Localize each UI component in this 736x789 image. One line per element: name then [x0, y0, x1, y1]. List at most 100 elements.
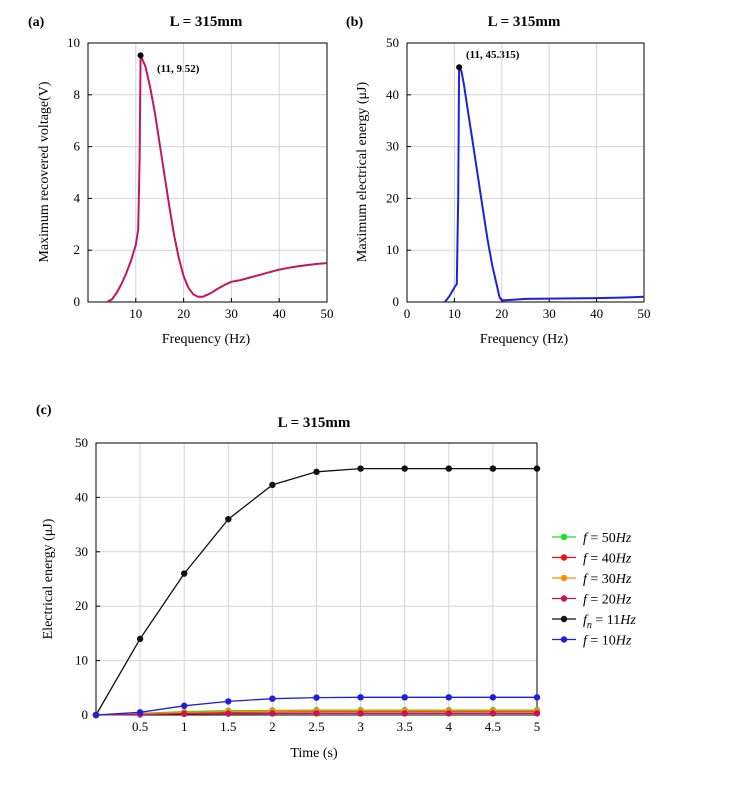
panel-b-energy-line — [444, 66, 645, 303]
panel-c-series-10hz-point-2 — [181, 702, 188, 709]
legend-10hz-unit: Hz — [615, 634, 632, 649]
legend-40hz-value: 40 — [602, 552, 616, 567]
panel-b-x-tick-label-1: 10 — [448, 306, 461, 321]
legend-40hz-label: f = 40Hz — [583, 552, 632, 567]
panel-c-series-10hz-point-9 — [489, 694, 497, 701]
panel-c-x-tick-label-1: 1 — [181, 719, 188, 734]
panel-b-y-tick-label-0: 0 — [393, 294, 400, 309]
panel-a-peak-marker — [137, 52, 144, 59]
legend-11hz-symbol: f — [583, 613, 589, 628]
legend-30hz-symbol: f — [583, 572, 589, 587]
legend-11hz-subscript: n — [587, 620, 592, 631]
panel-c-x-tick-label-6: 3.5 — [397, 719, 413, 734]
panel-c-y-tick-label-0: 0 — [82, 707, 89, 722]
legend-50hz-unit: Hz — [615, 531, 632, 546]
panel-a-y-tick-label-0: 0 — [74, 294, 81, 309]
panel-c-series-10hz-point-6 — [357, 694, 364, 701]
panel-b-y-tick-label-4: 40 — [386, 87, 399, 102]
panel-c-x-tick-label-9: 5 — [534, 719, 541, 734]
panel-c-x-tick-label-0: 0.5 — [132, 719, 148, 734]
panel-c-series-20hz-point-8 — [445, 710, 452, 717]
legend-50hz-label: f = 50Hz — [583, 531, 632, 546]
legend-20hz-symbol: f — [583, 593, 589, 608]
panel-b-xlabel: Frequency (Hz) — [480, 332, 569, 347]
legend-20hz-label: f = 20Hz — [583, 593, 632, 608]
panel-c-series-11hz-point-7 — [401, 465, 408, 472]
panel-b-y-tick-label-2: 20 — [386, 190, 399, 205]
panel-c-series-11hz-point-3 — [225, 515, 232, 523]
legend-10hz-equals: = — [587, 634, 602, 649]
panel-c-title: L = 315mm — [278, 415, 351, 431]
legend-11hz-value: 11 — [607, 613, 620, 628]
panel-c-series-20hz-point-5 — [313, 710, 320, 717]
panel-c-x-tick-label-3: 2 — [269, 719, 276, 734]
panel-c-x-tick-label-5: 3 — [357, 719, 364, 734]
panel-c-series-20hz-point-10 — [533, 710, 541, 717]
panel-c-x-tick-label-4: 2.5 — [308, 719, 324, 734]
panel-c-y-tick-label-3: 30 — [75, 544, 88, 559]
panel-c-series-10hz-point-8 — [445, 694, 452, 701]
panel-c-series-20hz-point-4 — [269, 710, 276, 717]
panel-a-x-tick-label-4: 50 — [321, 306, 334, 321]
panel-c-xlabel: Time (s) — [290, 746, 338, 761]
panel-a-xlabel: Frequency (Hz) — [162, 332, 251, 347]
panel-c-series-10hz-point-10 — [533, 694, 541, 701]
legend-20hz-marker — [560, 595, 568, 602]
panel-b-ylabel: Maximum electrical energy (μJ) — [355, 82, 370, 263]
panel-a-y-tick-label-5: 10 — [67, 35, 80, 50]
panel-c-y-tick-label-4: 40 — [75, 489, 88, 504]
legend-30hz-value: 30 — [602, 572, 616, 587]
panel-b-y-tick-label-3: 30 — [386, 139, 399, 154]
panel-b-plot-frame — [406, 42, 645, 303]
panel-a-x-tick-label-2: 30 — [225, 306, 238, 321]
panel-c-series-20hz-point-9 — [489, 710, 497, 717]
panel-b-x-tick-label-0: 0 — [404, 306, 411, 321]
legend-40hz-symbol: f — [583, 552, 589, 567]
panel-a-peak-annotation: (11, 9.52) — [157, 63, 200, 75]
panel-c-series-11hz-point-2 — [181, 570, 188, 577]
legend-50hz-marker — [560, 533, 568, 541]
panel-c-series-10hz-point-3 — [225, 698, 232, 705]
panel-b-title: L = 315mm — [488, 14, 561, 30]
panel-b-x-tick-label-4: 40 — [590, 306, 603, 321]
panel-c-series-11hz-point-6 — [357, 465, 364, 472]
panel-c-series-20hz-point-6 — [357, 710, 364, 717]
panel-c-series-20hz-point-2 — [181, 710, 188, 718]
legend-11hz-label: fn = 11Hz — [583, 613, 636, 631]
legend-20hz-unit: Hz — [615, 593, 632, 608]
panel-a-title: L = 315mm — [170, 14, 243, 30]
panel-b-peak-annotation: (11, 45.315) — [466, 49, 520, 61]
panel-c-series-10hz-point-1 — [136, 709, 144, 716]
panel-c-series-10hz-point-5 — [313, 694, 320, 701]
panel-c-series-10hz-point-4 — [269, 695, 276, 702]
panel-a-x-tick-label-3: 40 — [273, 306, 286, 321]
panel-a-x-tick-label-0: 10 — [129, 306, 142, 321]
legend-40hz-marker — [560, 554, 568, 561]
legend-30hz-marker — [560, 574, 568, 582]
panel-c-series-11hz-point-10 — [533, 465, 541, 472]
panel-c-series-11hz-point-4 — [269, 481, 276, 489]
panel-c-x-tick-label-8: 4.5 — [485, 719, 501, 734]
panel-a-y-tick-label-4: 8 — [74, 87, 81, 102]
panel-b-y-tick-label-5: 50 — [386, 35, 399, 50]
panel-a-x-tick-label-1: 20 — [177, 306, 190, 321]
legend-10hz-value: 10 — [602, 634, 616, 649]
legend-10hz-marker — [560, 636, 568, 643]
panel-c-series-11hz-point-9 — [489, 465, 497, 472]
legend-11hz-marker — [560, 615, 568, 623]
panel-a-y-tick-label-3: 6 — [74, 139, 81, 154]
panel-a-chart: (a) L = 315mm Maximum recovered voltage(… — [28, 14, 334, 347]
legend-30hz-label: f = 30Hz — [583, 572, 632, 587]
panel-a-y-tick-label-1: 2 — [74, 242, 81, 257]
legend-50hz-equals: = — [587, 531, 602, 546]
legend-10hz-label: f = 10Hz — [583, 634, 632, 649]
legend-11hz-equals: = — [592, 613, 607, 628]
panel-c-chart: (c) L = 315mm Electrical energy (μJ) Tim… — [36, 403, 540, 761]
legend-20hz-value: 20 — [602, 593, 616, 608]
legend-50hz-value: 50 — [602, 531, 616, 546]
panel-c-series-20hz-point-3 — [225, 710, 232, 717]
legend-30hz-unit: Hz — [615, 572, 632, 587]
panel-c-series-10hz-point-0 — [92, 711, 100, 719]
